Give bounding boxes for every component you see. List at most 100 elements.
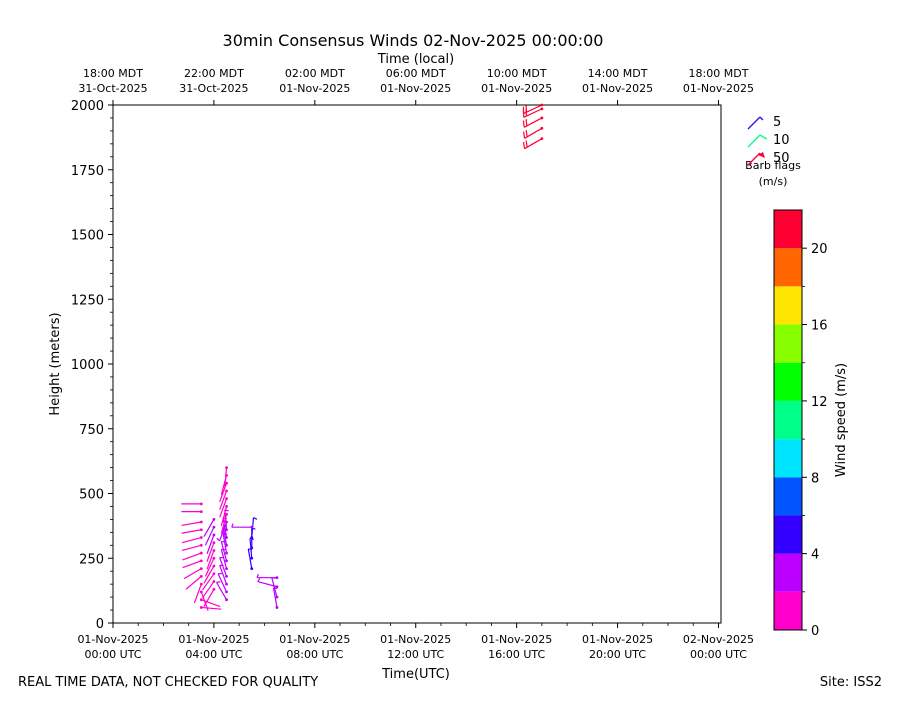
bottom-tick-time: 16:00 UTC <box>488 648 545 661</box>
wind-barb <box>523 117 543 128</box>
legend-entry-label: 50 <box>773 151 790 166</box>
top-tick-time: 10:00 MDT <box>487 67 547 80</box>
y-axis-label: Height (meters) <box>48 312 63 415</box>
y-tick-label: 500 <box>79 488 104 503</box>
top-tick-date: 01-Nov-2025 <box>279 82 350 95</box>
wind-barb <box>183 559 203 567</box>
top-tick-date: 31-Oct-2025 <box>179 82 248 95</box>
quality-disclaimer: REAL TIME DATA, NOT CHECKED FOR QUALITY <box>18 675 318 690</box>
colorbar-tick-label: 16 <box>811 319 828 334</box>
barb-staff <box>202 582 213 598</box>
y-tick-label: 1000 <box>71 358 104 373</box>
wind-barb <box>524 137 544 148</box>
y-tick-label: 1500 <box>71 229 104 244</box>
barb-staff <box>217 582 227 599</box>
colorbar-segment <box>774 248 802 286</box>
bottom-tick-date: 01-Nov-2025 <box>279 633 350 646</box>
wind-barb <box>258 578 279 588</box>
barb-staff <box>182 538 201 543</box>
bottom-tick-date: 02-Nov-2025 <box>683 633 754 646</box>
top-axis-label: Time (local) <box>377 52 454 67</box>
y-tick-label: 750 <box>79 423 104 438</box>
bottom-tick-time: 12:00 UTC <box>387 648 444 661</box>
wind-barb <box>232 524 253 529</box>
barb-feather <box>524 132 525 139</box>
top-tick-time: 18:00 MDT <box>83 67 143 80</box>
y-axis-ticks: 0 250 500 750 1000 1250 1500 1750 2000 <box>71 99 113 632</box>
wind-barb <box>200 598 220 606</box>
barb-feather <box>253 518 256 520</box>
barb-feather <box>523 121 524 128</box>
colorbar-segment <box>774 554 802 592</box>
bottom-tick-time: 00:00 UTC <box>84 648 141 661</box>
y-tick-label: 2000 <box>71 99 104 114</box>
wind-barb <box>182 521 203 526</box>
y-tick-label: 1750 <box>71 164 104 179</box>
top-tick-date: 01-Nov-2025 <box>380 82 451 95</box>
colorbar-label: Wind speed (m/s) <box>834 363 849 477</box>
legend-barb-staff <box>748 135 760 147</box>
colorbar-tick-label: 12 <box>811 395 828 410</box>
barb-feather <box>217 582 221 583</box>
barb-staff <box>184 569 201 579</box>
legend-entry-label: 10 <box>773 133 790 148</box>
colorbar-segment <box>774 286 802 324</box>
colorbar-segment <box>774 210 802 248</box>
bottom-tick-date: 01-Nov-2025 <box>77 633 148 646</box>
barb-legend-units: (m/s) <box>759 175 788 188</box>
legend-barb-feather <box>760 135 767 139</box>
colorbar-tick-label: 0 <box>811 624 819 639</box>
barb-staff <box>182 545 201 550</box>
barb-feather <box>526 119 527 126</box>
chart-title: 30min Consensus Winds 02-Nov-2025 00:00:… <box>223 31 604 50</box>
wind-barb <box>182 528 203 533</box>
top-tick-time: 06:00 MDT <box>386 67 446 80</box>
wind-barb <box>181 502 202 505</box>
wind-barb <box>182 536 203 543</box>
barb-feather <box>524 142 525 149</box>
top-tick-date: 01-Nov-2025 <box>582 82 653 95</box>
top-tick-date: 01-Nov-2025 <box>683 82 754 95</box>
barb-staff <box>201 607 221 609</box>
wind-barb <box>200 606 221 609</box>
barb-staff <box>182 530 202 533</box>
bottom-tick-date: 01-Nov-2025 <box>582 633 653 646</box>
y-tick-label: 1250 <box>71 293 104 308</box>
bottom-tick-date: 01-Nov-2025 <box>178 633 249 646</box>
legend-barb-feather <box>760 117 763 120</box>
y-tick-label: 250 <box>79 552 104 567</box>
colorbar-segment <box>774 325 802 363</box>
bottom-tick-time: 20:00 UTC <box>589 648 646 661</box>
top-tick-time: 14:00 MDT <box>588 67 648 80</box>
site-label: Site: ISS2 <box>820 675 882 690</box>
wind-barbs <box>181 104 543 611</box>
barb-feather <box>526 140 527 147</box>
plot-area <box>113 105 721 623</box>
barb-staff <box>183 553 202 560</box>
bottom-tick-time: 08:00 UTC <box>286 648 343 661</box>
colorbar-tick-label: 4 <box>811 548 819 563</box>
colorbar-segment <box>774 515 802 553</box>
barb-staff <box>204 519 214 536</box>
colorbar-segment <box>774 592 802 630</box>
wind-barb <box>182 544 203 551</box>
bottom-tick-date: 01-Nov-2025 <box>380 633 451 646</box>
bottom-tick-date: 01-Nov-2025 <box>481 633 552 646</box>
colorbar-segment <box>774 439 802 477</box>
barb-feather <box>217 538 220 541</box>
top-tick-time: 18:00 MDT <box>689 67 749 80</box>
barb-staff <box>186 576 201 589</box>
x-axis-label: Time(UTC) <box>381 667 450 682</box>
colorbar-segment <box>774 363 802 401</box>
colorbar-segment <box>774 401 802 439</box>
legend-barb-staff <box>748 117 760 129</box>
y-tick-label: 0 <box>96 617 104 632</box>
wind-barb <box>183 552 203 560</box>
colorbar-tick-label: 8 <box>811 471 819 486</box>
